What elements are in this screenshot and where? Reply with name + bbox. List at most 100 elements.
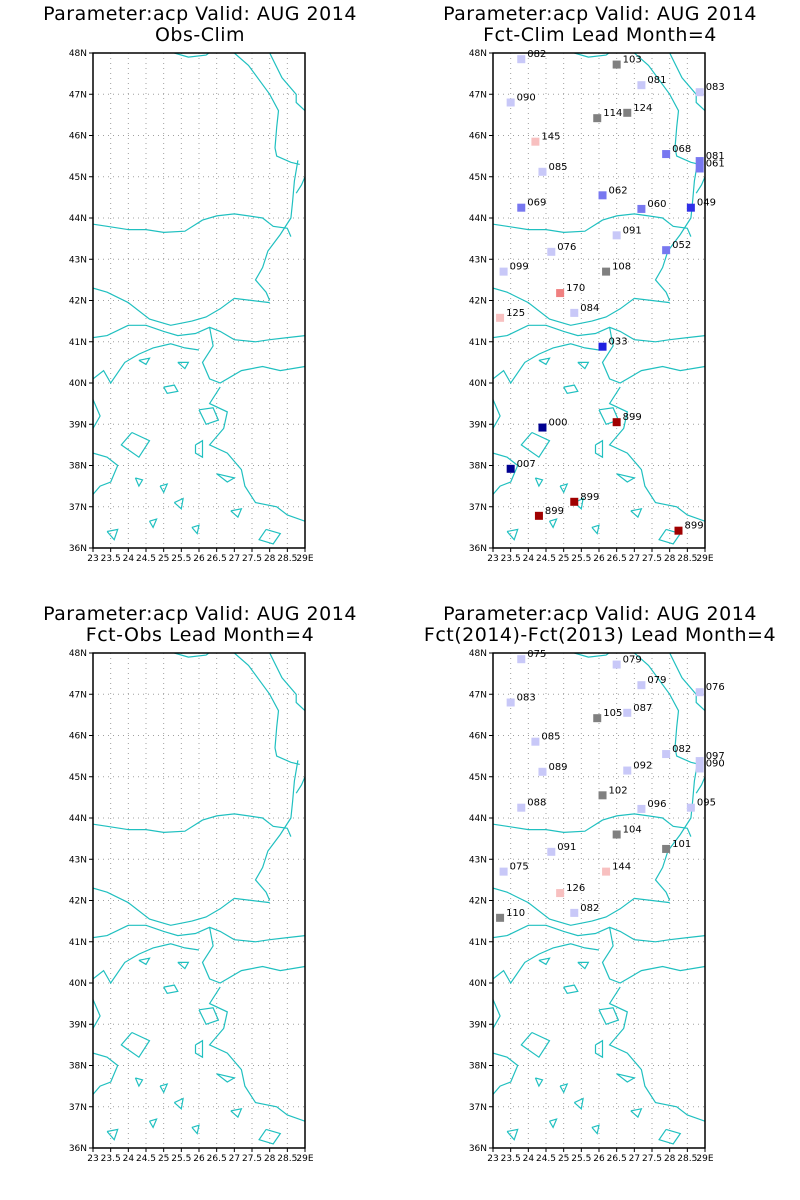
coastline [669,653,705,712]
lon-tick-label: 29E [296,554,313,564]
coastline [538,357,551,366]
coastline [230,1107,243,1119]
lat-tick-label: 43N [69,855,87,865]
station-marker [570,908,579,917]
panel-title-line2: Fct(2014)-Fct(2013) Lead Month=4 [423,624,777,646]
coastline [198,1007,220,1026]
lon-tick-label: 28 [664,554,676,564]
station-marker [517,203,526,212]
coastline [493,213,692,237]
station-marker [538,167,547,176]
station-marker [496,313,505,322]
lon-tick-label: 24.5 [536,1154,556,1164]
station-value-label: 092 [633,761,652,772]
coastline [230,507,243,519]
lon-tick-label: 28 [664,1154,676,1164]
panel-title-line2: Fct-Obs Lead Month=4 [85,624,315,646]
station-value-label: 060 [647,199,666,210]
coastline [601,927,705,984]
coastline [574,53,610,58]
coastline [198,407,220,426]
coastline [254,160,299,301]
lon-tick-label: 23.5 [501,1154,521,1164]
station-value-label: 083 [517,693,536,704]
panel-title-line1: Parameter:acp Valid: AUG 2014 [443,3,757,25]
lat-tick-label: 38N [469,462,487,472]
coastline [506,1128,519,1141]
lon-tick-label: 26 [593,1154,605,1164]
map-panel-obs-clim: Parameter:acp Valid: AUG 2014 Obs-Clim 3… [0,0,400,600]
coastline [254,760,299,901]
station-value-label: 126 [566,883,585,894]
station-value-label: 088 [527,798,546,809]
station-value-label: 069 [527,198,546,209]
lat-tick-label: 40N [469,979,487,989]
lon-tick-label: 25 [158,1154,169,1164]
coastline [563,984,579,994]
lat-tick-label: 37N [469,503,487,513]
coastline [493,813,692,837]
coastline [548,1118,558,1129]
lat-tick-label: 47N [69,90,87,100]
lat-tick-label: 37N [469,1103,487,1113]
station-marker [623,708,632,717]
coastline [194,439,204,459]
station-value-label: 105 [603,708,622,719]
map-plot: 36N 37N 38N 39N 40N 41N 42N 43N 44N 45N 46N 47N 48N 2… [69,49,314,564]
lat-tick-label: 40N [69,379,87,389]
station-value-label: 099 [510,262,529,273]
lon-tick-label: 23 [87,554,98,564]
coastline [493,287,670,326]
station-value-label: 096 [647,799,666,810]
station-value-label: 075 [510,862,529,873]
coastline [594,439,604,459]
coastline [93,399,101,429]
coastline [669,53,705,112]
lat-tick-label: 40N [69,979,87,989]
lat-tick-label: 40N [469,379,487,389]
lon-tick-label: 28 [264,1154,276,1164]
coastline [159,1083,169,1094]
station-value-label: 079 [647,675,666,686]
lat-tick-label: 36N [69,1144,87,1154]
lon-tick-label: 24 [123,1154,135,1164]
station-value-label: 145 [541,132,560,143]
coastline [163,384,179,394]
station-marker [637,204,646,213]
lon-tick-label: 23.5 [501,554,521,564]
station-value-label: 075 [527,649,546,660]
map-panel-fct-clim: Parameter:acp Valid: AUG 2014 Fct-Clim L… [400,0,800,600]
map-plot: 36N 37N 38N 39N 40N 41N 42N 43N 44N 45N 46N 47N 48N 2… [69,649,314,1164]
lat-tick-label: 36N [469,1144,487,1154]
lat-tick-label: 46N [469,132,487,142]
coastline [598,1007,620,1026]
coastline [106,1128,119,1141]
lat-tick-label: 41N [69,338,87,348]
lat-tick-label: 45N [469,773,487,783]
station-value-label: 125 [506,308,525,319]
station-value-label: 052 [672,240,691,251]
station-marker [538,423,547,432]
coastline [163,984,179,994]
panel-title-line1: Parameter:acp Valid: AUG 2014 [443,603,757,625]
lon-tick-label: 23 [87,1154,98,1164]
coastline [173,1097,184,1110]
coastline [93,887,270,926]
lon-tick-label: 26.5 [207,554,227,564]
station-marker [686,203,695,212]
coastline [93,343,200,385]
coastline [548,518,558,529]
lat-tick-label: 39N [69,1020,87,1030]
station-marker [612,231,621,240]
lon-tick-label: 26 [193,554,205,564]
coastline [93,1052,119,1095]
coastline [120,1031,151,1059]
lon-tick-label: 26.5 [207,1154,227,1164]
lat-tick-label: 47N [69,690,87,700]
coastline [201,327,305,384]
coastline [630,507,643,519]
station-value-label: 079 [623,655,642,666]
lon-tick-label: 23 [487,1154,498,1164]
coastline [608,386,705,522]
